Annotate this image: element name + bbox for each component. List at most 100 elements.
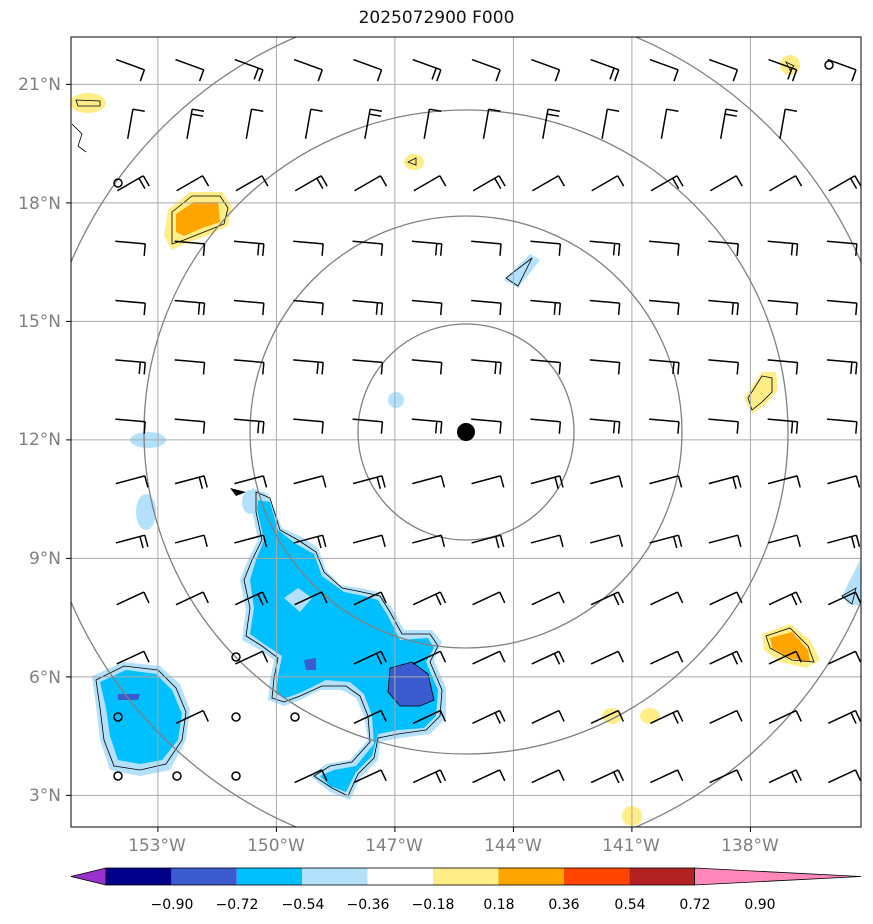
wind-barb bbox=[175, 709, 209, 724]
wind-barb bbox=[412, 591, 447, 606]
colorbar bbox=[70, 867, 862, 886]
axis-ticks bbox=[66, 83, 751, 832]
wind-barb bbox=[472, 591, 506, 606]
shaded-hole bbox=[284, 588, 312, 612]
wind-barb bbox=[233, 418, 265, 434]
map-frame bbox=[70, 36, 862, 828]
wind-barb bbox=[412, 534, 446, 547]
colorbar-label: −0.72 bbox=[216, 897, 259, 913]
wind-barb bbox=[353, 591, 387, 606]
wind-barb bbox=[293, 240, 324, 256]
wind-barb bbox=[708, 359, 739, 375]
range-ring bbox=[249, 215, 683, 649]
wind-barb bbox=[482, 108, 501, 139]
colorbar-segment bbox=[367, 868, 433, 885]
colorbar-segment bbox=[236, 868, 303, 885]
wind-barb bbox=[174, 359, 206, 375]
wind-barb bbox=[650, 175, 684, 192]
contour-lines bbox=[71, 61, 857, 797]
wind-barb bbox=[589, 299, 621, 316]
wind-barb bbox=[589, 240, 621, 256]
wind-barb bbox=[708, 240, 739, 256]
wind-barb bbox=[233, 299, 265, 316]
wind-barb bbox=[174, 534, 208, 547]
wind-barb bbox=[471, 299, 502, 316]
wind-barb bbox=[590, 58, 620, 82]
shaded-blob bbox=[404, 154, 424, 170]
wind-barb bbox=[589, 418, 621, 434]
wind-barb bbox=[116, 175, 150, 192]
colorbar-segment bbox=[498, 868, 564, 885]
wind-barb bbox=[827, 769, 861, 784]
wind-barb bbox=[590, 591, 625, 606]
wind-barb bbox=[769, 175, 803, 192]
wind-barb bbox=[650, 591, 684, 606]
wind-barb bbox=[591, 175, 625, 192]
wind-barb bbox=[471, 534, 505, 549]
wind-barb bbox=[293, 58, 324, 82]
colorbar-label: 0.18 bbox=[483, 897, 514, 913]
colorbar-segment bbox=[302, 868, 368, 885]
wind-barb bbox=[827, 650, 861, 665]
wind-barb bbox=[767, 418, 799, 434]
wind-barb bbox=[650, 769, 684, 784]
wind-barb bbox=[115, 418, 146, 434]
lon-label: 144°W bbox=[484, 836, 542, 856]
wind-barb bbox=[709, 709, 743, 724]
wind-barb bbox=[472, 175, 506, 192]
wind-barb bbox=[590, 534, 624, 547]
wind-barb bbox=[708, 534, 742, 547]
colorbar-extend-min bbox=[70, 867, 107, 886]
wind-barb bbox=[293, 359, 324, 375]
wind-barb bbox=[234, 650, 269, 665]
wind-barb bbox=[471, 418, 502, 434]
wind-barb bbox=[293, 418, 324, 434]
wind-barb bbox=[660, 108, 679, 139]
colorbar-label: −0.18 bbox=[412, 897, 455, 913]
wind-barb bbox=[234, 534, 268, 547]
wind-barb bbox=[648, 240, 680, 256]
wind-barb bbox=[175, 58, 205, 82]
wind-barb bbox=[353, 58, 383, 82]
wind-barb bbox=[352, 475, 386, 489]
wind-barb bbox=[767, 240, 799, 256]
shaded-blob bbox=[388, 392, 404, 408]
wind-barb bbox=[767, 359, 799, 375]
wind-barb bbox=[411, 240, 443, 256]
wind-barb bbox=[116, 650, 150, 665]
wind-barb bbox=[353, 709, 387, 724]
wind-barb bbox=[708, 418, 739, 434]
wind-barb bbox=[352, 418, 384, 434]
wind-barb bbox=[768, 591, 802, 606]
wind-barb bbox=[709, 769, 743, 784]
lon-label: 138°W bbox=[721, 836, 779, 856]
wind-barb bbox=[234, 475, 268, 488]
wind-barb bbox=[353, 769, 387, 784]
shaded-region-southwest-strong bbox=[118, 694, 140, 700]
wind-barb bbox=[293, 534, 327, 549]
map-plot-area bbox=[71, 37, 861, 827]
wind-barb bbox=[530, 240, 562, 256]
colorbar-labels: −0.90 −0.72 −0.54 −0.36 −0.18 0.18 0.36 … bbox=[151, 897, 776, 913]
shaded-blob bbox=[136, 494, 156, 530]
wind-barb bbox=[708, 475, 742, 489]
wind-barb bbox=[826, 418, 858, 434]
lat-label: 15°N bbox=[18, 312, 61, 332]
wind-barb bbox=[708, 58, 739, 82]
wind-barb bbox=[294, 175, 328, 192]
wind-barb bbox=[531, 709, 565, 724]
wind-barb bbox=[827, 58, 857, 82]
wind-barb bbox=[719, 108, 738, 139]
wind-barb bbox=[471, 359, 502, 375]
latitude-labels: 21°N 18°N 15°N 12°N 9°N 6°N 3°N bbox=[18, 75, 61, 806]
wind-barb bbox=[590, 769, 625, 784]
wind-barb bbox=[827, 709, 861, 724]
lat-label: 9°N bbox=[29, 549, 61, 569]
wind-barb bbox=[531, 769, 565, 784]
wind-barb bbox=[411, 299, 443, 316]
wind-barb bbox=[413, 175, 447, 192]
shaded-region-positive-core bbox=[176, 202, 220, 236]
shaded-blob bbox=[780, 55, 800, 75]
lon-label: 141°W bbox=[602, 836, 660, 856]
shaded-blob bbox=[242, 490, 258, 514]
